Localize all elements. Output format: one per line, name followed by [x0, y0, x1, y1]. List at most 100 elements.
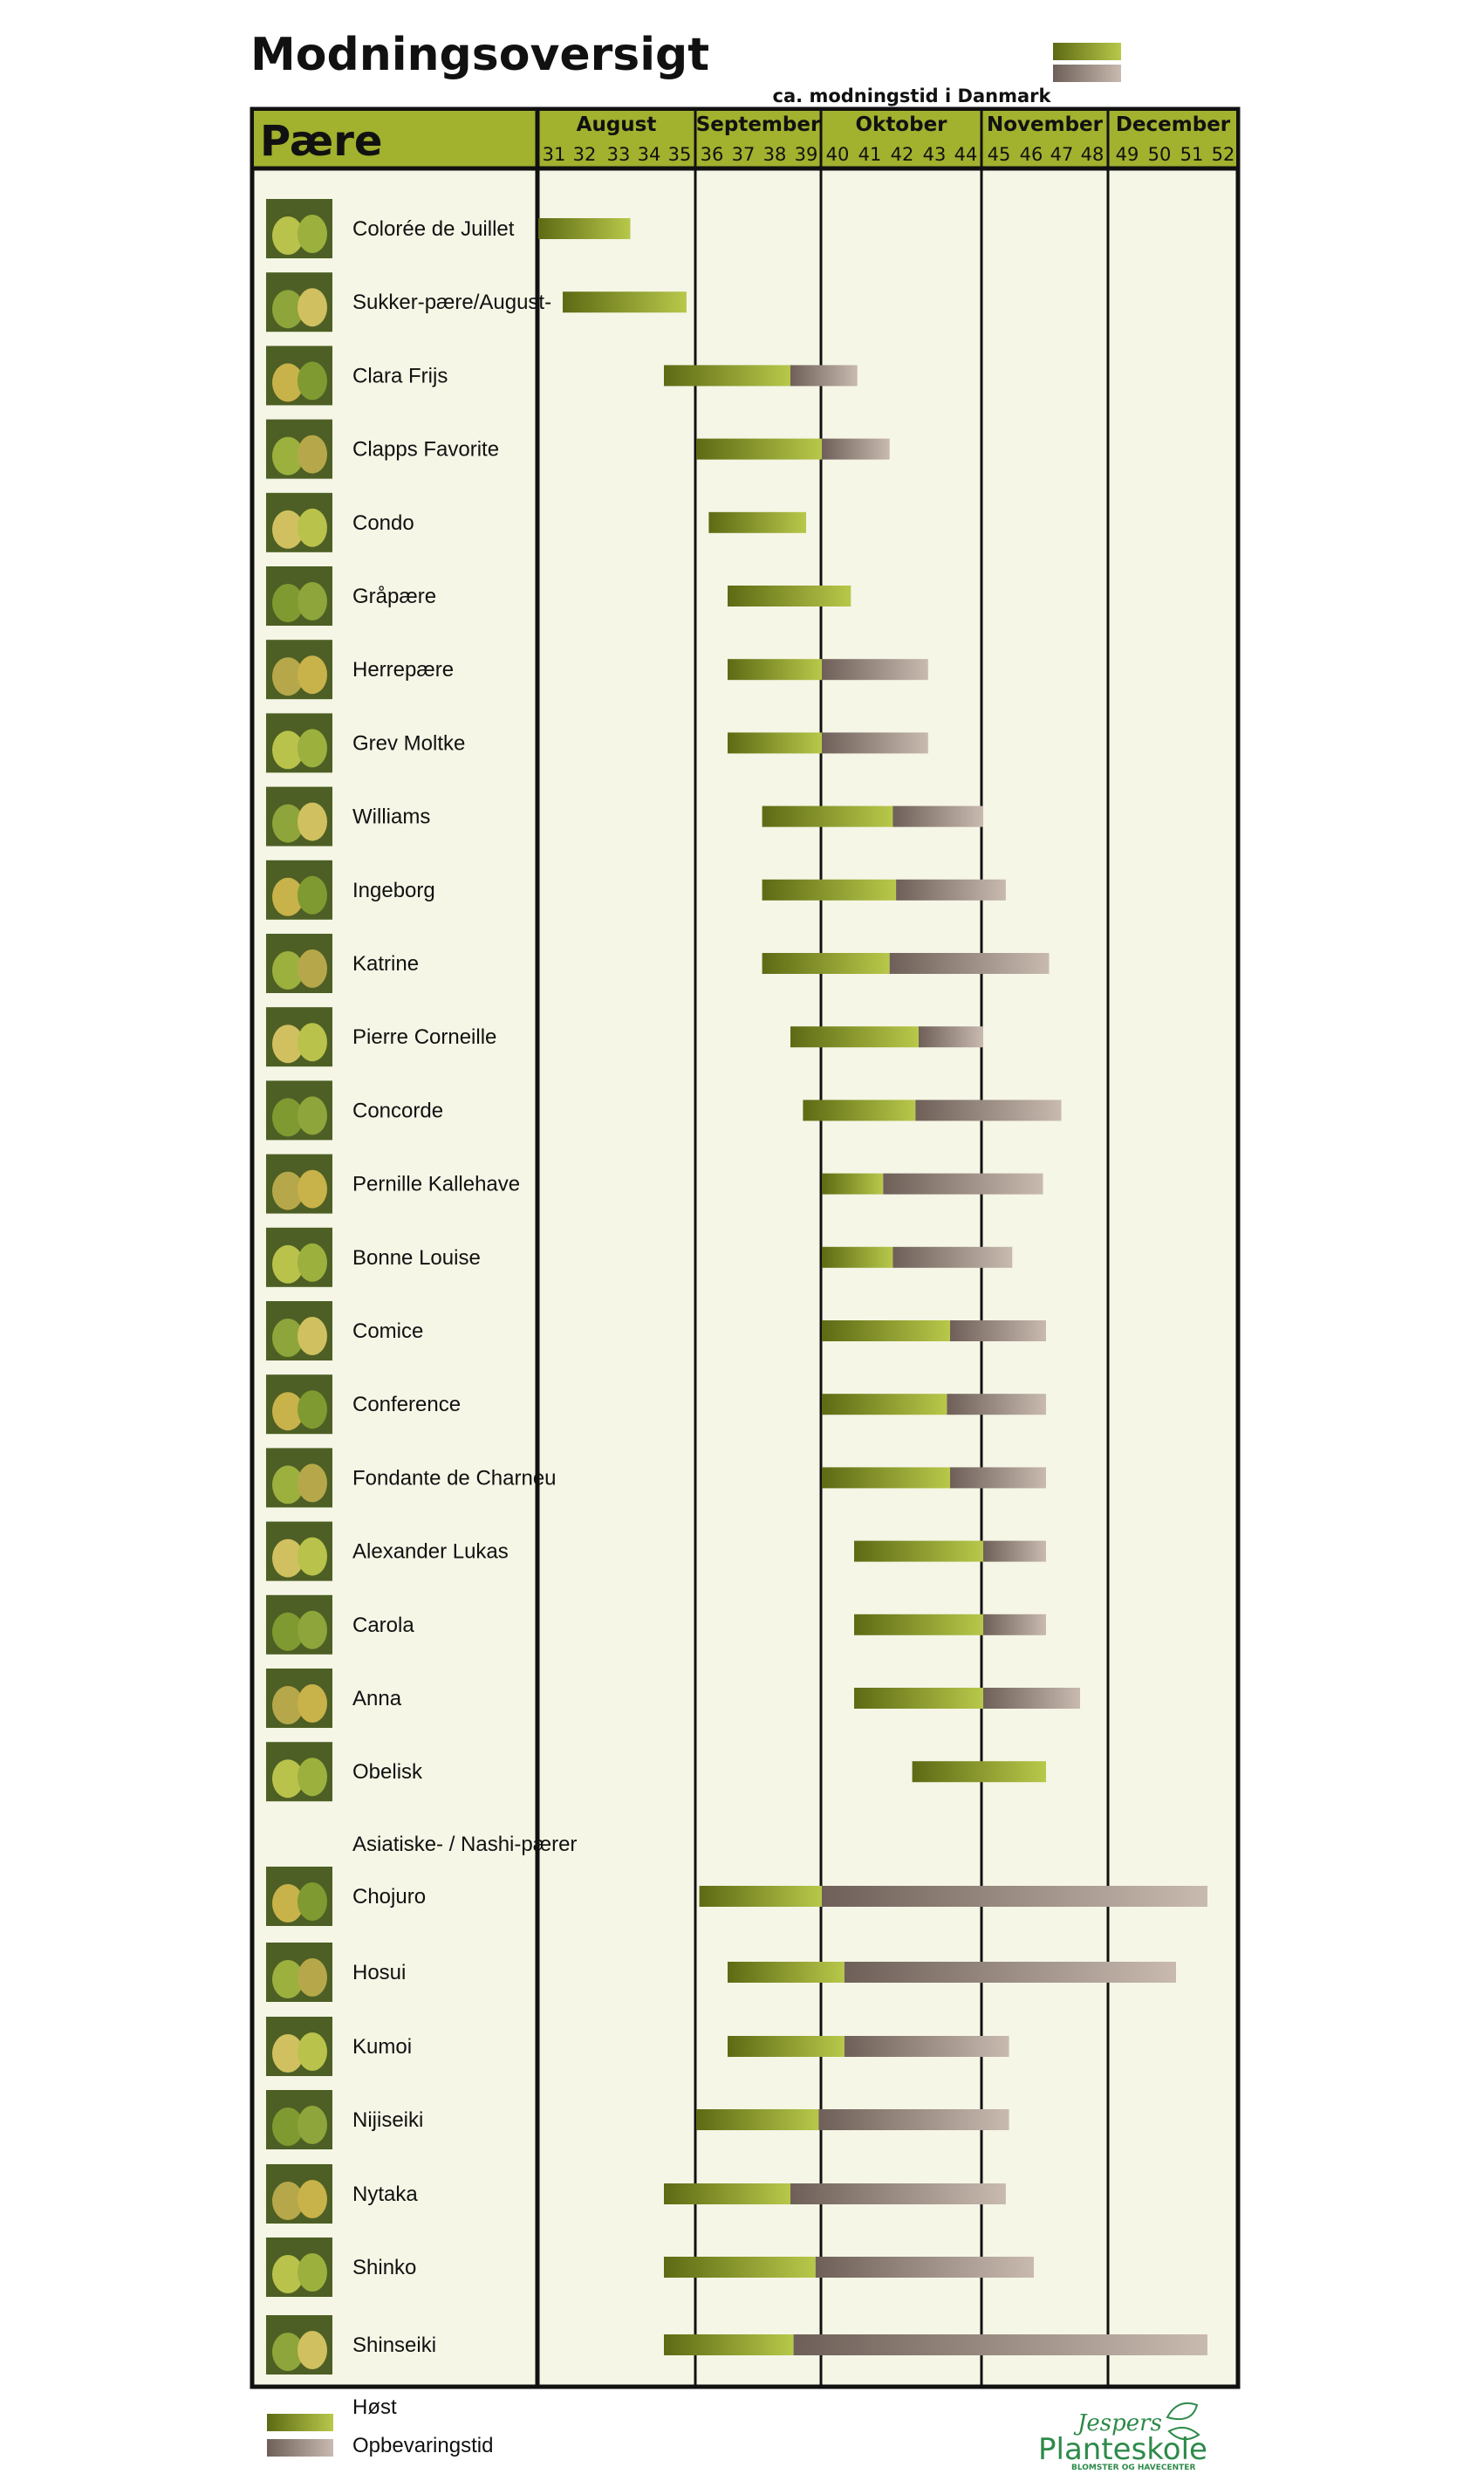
pear-thumbnail [266, 1007, 332, 1067]
week-tick-label: 34 [638, 144, 661, 165]
pear-photo-thumbnail [297, 582, 327, 620]
pear-photo-thumbnail [297, 1023, 327, 1062]
harvest-bar [854, 1688, 983, 1709]
pear-thumbnail [266, 2238, 332, 2297]
pear-name-label: Obelisk [352, 1760, 423, 1784]
storage-bar [950, 1467, 1046, 1489]
pear-photo-thumbnail [297, 1169, 327, 1209]
pear-thumbnail [266, 1669, 332, 1728]
harvest-bar [708, 511, 806, 533]
harvest-bar [696, 438, 822, 460]
pear-thumbnail [266, 566, 332, 626]
week-tick-label: 50 [1148, 144, 1172, 165]
pear-photo-thumbnail [272, 1686, 304, 1724]
pear-name-label: Clara Frijs [352, 364, 448, 387]
pear-thumbnail [266, 786, 332, 846]
logo-tagline-text: BLOMSTER OG HAVECENTER [1071, 2464, 1195, 2472]
pear-photo-thumbnail [297, 2180, 327, 2218]
pear-thumbnail [266, 1227, 332, 1287]
pear-photo-thumbnail [272, 1392, 304, 1431]
pear-photo-thumbnail [272, 2182, 304, 2220]
storage-bar [892, 1246, 1013, 1268]
timeline-header-box [537, 111, 1236, 168]
week-tick-label: 43 [923, 144, 947, 165]
pear-thumbnail [266, 1521, 332, 1581]
pear-name-label: Conference [352, 1393, 461, 1416]
pear-thumbnail [266, 1943, 332, 2002]
harvest-bar [803, 1100, 916, 1121]
storage-bar [919, 1026, 983, 1048]
storage-bar [793, 2334, 1207, 2355]
pear-name-label: Carola [352, 1614, 414, 1637]
pear-photo-thumbnail [272, 951, 304, 990]
harvest-bar [563, 291, 687, 313]
pear-thumbnail [266, 1374, 332, 1435]
harvest-bar [664, 2257, 816, 2278]
harvest-bar [762, 953, 890, 974]
pear-name-label: Herrepære [352, 658, 454, 682]
week-tick-label: 32 [573, 144, 597, 165]
legend-swatch-storage [267, 2439, 333, 2457]
pear-photo-thumbnail [297, 875, 327, 915]
pear-thumbnail [266, 2017, 332, 2076]
storage-bar [844, 1962, 1176, 1983]
pear-thumbnail [266, 492, 332, 552]
pear-photo-thumbnail [297, 1096, 327, 1135]
storage-bar [983, 1688, 1080, 1709]
pear-photo-thumbnail [297, 1243, 327, 1282]
week-tick-label: 48 [1081, 144, 1104, 165]
pear-name-label: Nijiseiki [352, 2108, 423, 2132]
pear-photo-thumbnail [297, 215, 327, 253]
storage-bar [950, 1320, 1046, 1341]
harvest-bar [822, 1394, 947, 1415]
storage-bar [947, 1394, 1046, 1415]
harvest-bar [728, 1962, 845, 1983]
pear-photo-thumbnail [272, 1171, 304, 1210]
pear-photo-thumbnail [297, 1882, 327, 1921]
pear-name-label: Colorée de Juillet [352, 217, 515, 241]
pear-photo-thumbnail [297, 729, 327, 768]
pear-name-label: Williams [352, 805, 430, 829]
pear-thumbnail [266, 1080, 332, 1141]
storage-bar [896, 879, 1006, 901]
month-label-november: November [987, 113, 1104, 136]
pear-photo-thumbnail [272, 436, 304, 476]
legend-storage-label: Opbevaringstid [352, 2434, 493, 2457]
harvest-bar [822, 1246, 893, 1268]
pear-thumbnail [266, 713, 332, 773]
pear-photo-thumbnail [272, 1244, 304, 1284]
chart-subtitle: ca. modningstid i Danmark [773, 86, 1052, 106]
pear-name-label: Ingeborg [352, 879, 435, 902]
harvest-bar [822, 1173, 884, 1195]
pear-photo-thumbnail [297, 802, 327, 841]
storage-bar [822, 659, 928, 681]
pear-name-label: Sukker-pære/August- [352, 291, 551, 314]
pear-header-label: Pære [260, 117, 382, 166]
legend-swatch-harvest-top [1053, 43, 1121, 60]
pear-photo-thumbnail [272, 1319, 304, 1357]
week-tick-label: 39 [795, 144, 818, 165]
pear-photo-thumbnail [297, 1684, 327, 1723]
pear-photo-thumbnail [297, 2032, 327, 2071]
pear-thumbnail [266, 1742, 332, 1802]
storage-bar [883, 1173, 1043, 1195]
pear-photo-thumbnail [297, 1463, 327, 1503]
pear-name-label: Fondante de Charneu [352, 1466, 557, 1490]
week-tick-label: 44 [954, 144, 978, 165]
pear-photo-thumbnail [297, 1610, 327, 1649]
pear-name-label: Grev Moltke [352, 731, 465, 755]
pear-photo-thumbnail [272, 1759, 304, 1799]
harvest-bar [728, 586, 851, 607]
pear-photo-thumbnail [297, 1390, 327, 1429]
logo-main-text: Planteskole [1038, 2432, 1207, 2467]
pear-name-label: Shinseiki [352, 2334, 436, 2357]
pear-thumbnail [266, 640, 332, 700]
week-tick-label: 52 [1212, 144, 1235, 165]
pear-photo-thumbnail [272, 1465, 304, 1504]
week-tick-label: 31 [543, 144, 566, 165]
month-label-september: September [696, 113, 821, 136]
pear-thumbnail [266, 2315, 332, 2375]
pear-name-label: Clapps Favorite [352, 438, 499, 462]
pear-thumbnail [266, 199, 332, 258]
harvest-bar [912, 1761, 1046, 1783]
